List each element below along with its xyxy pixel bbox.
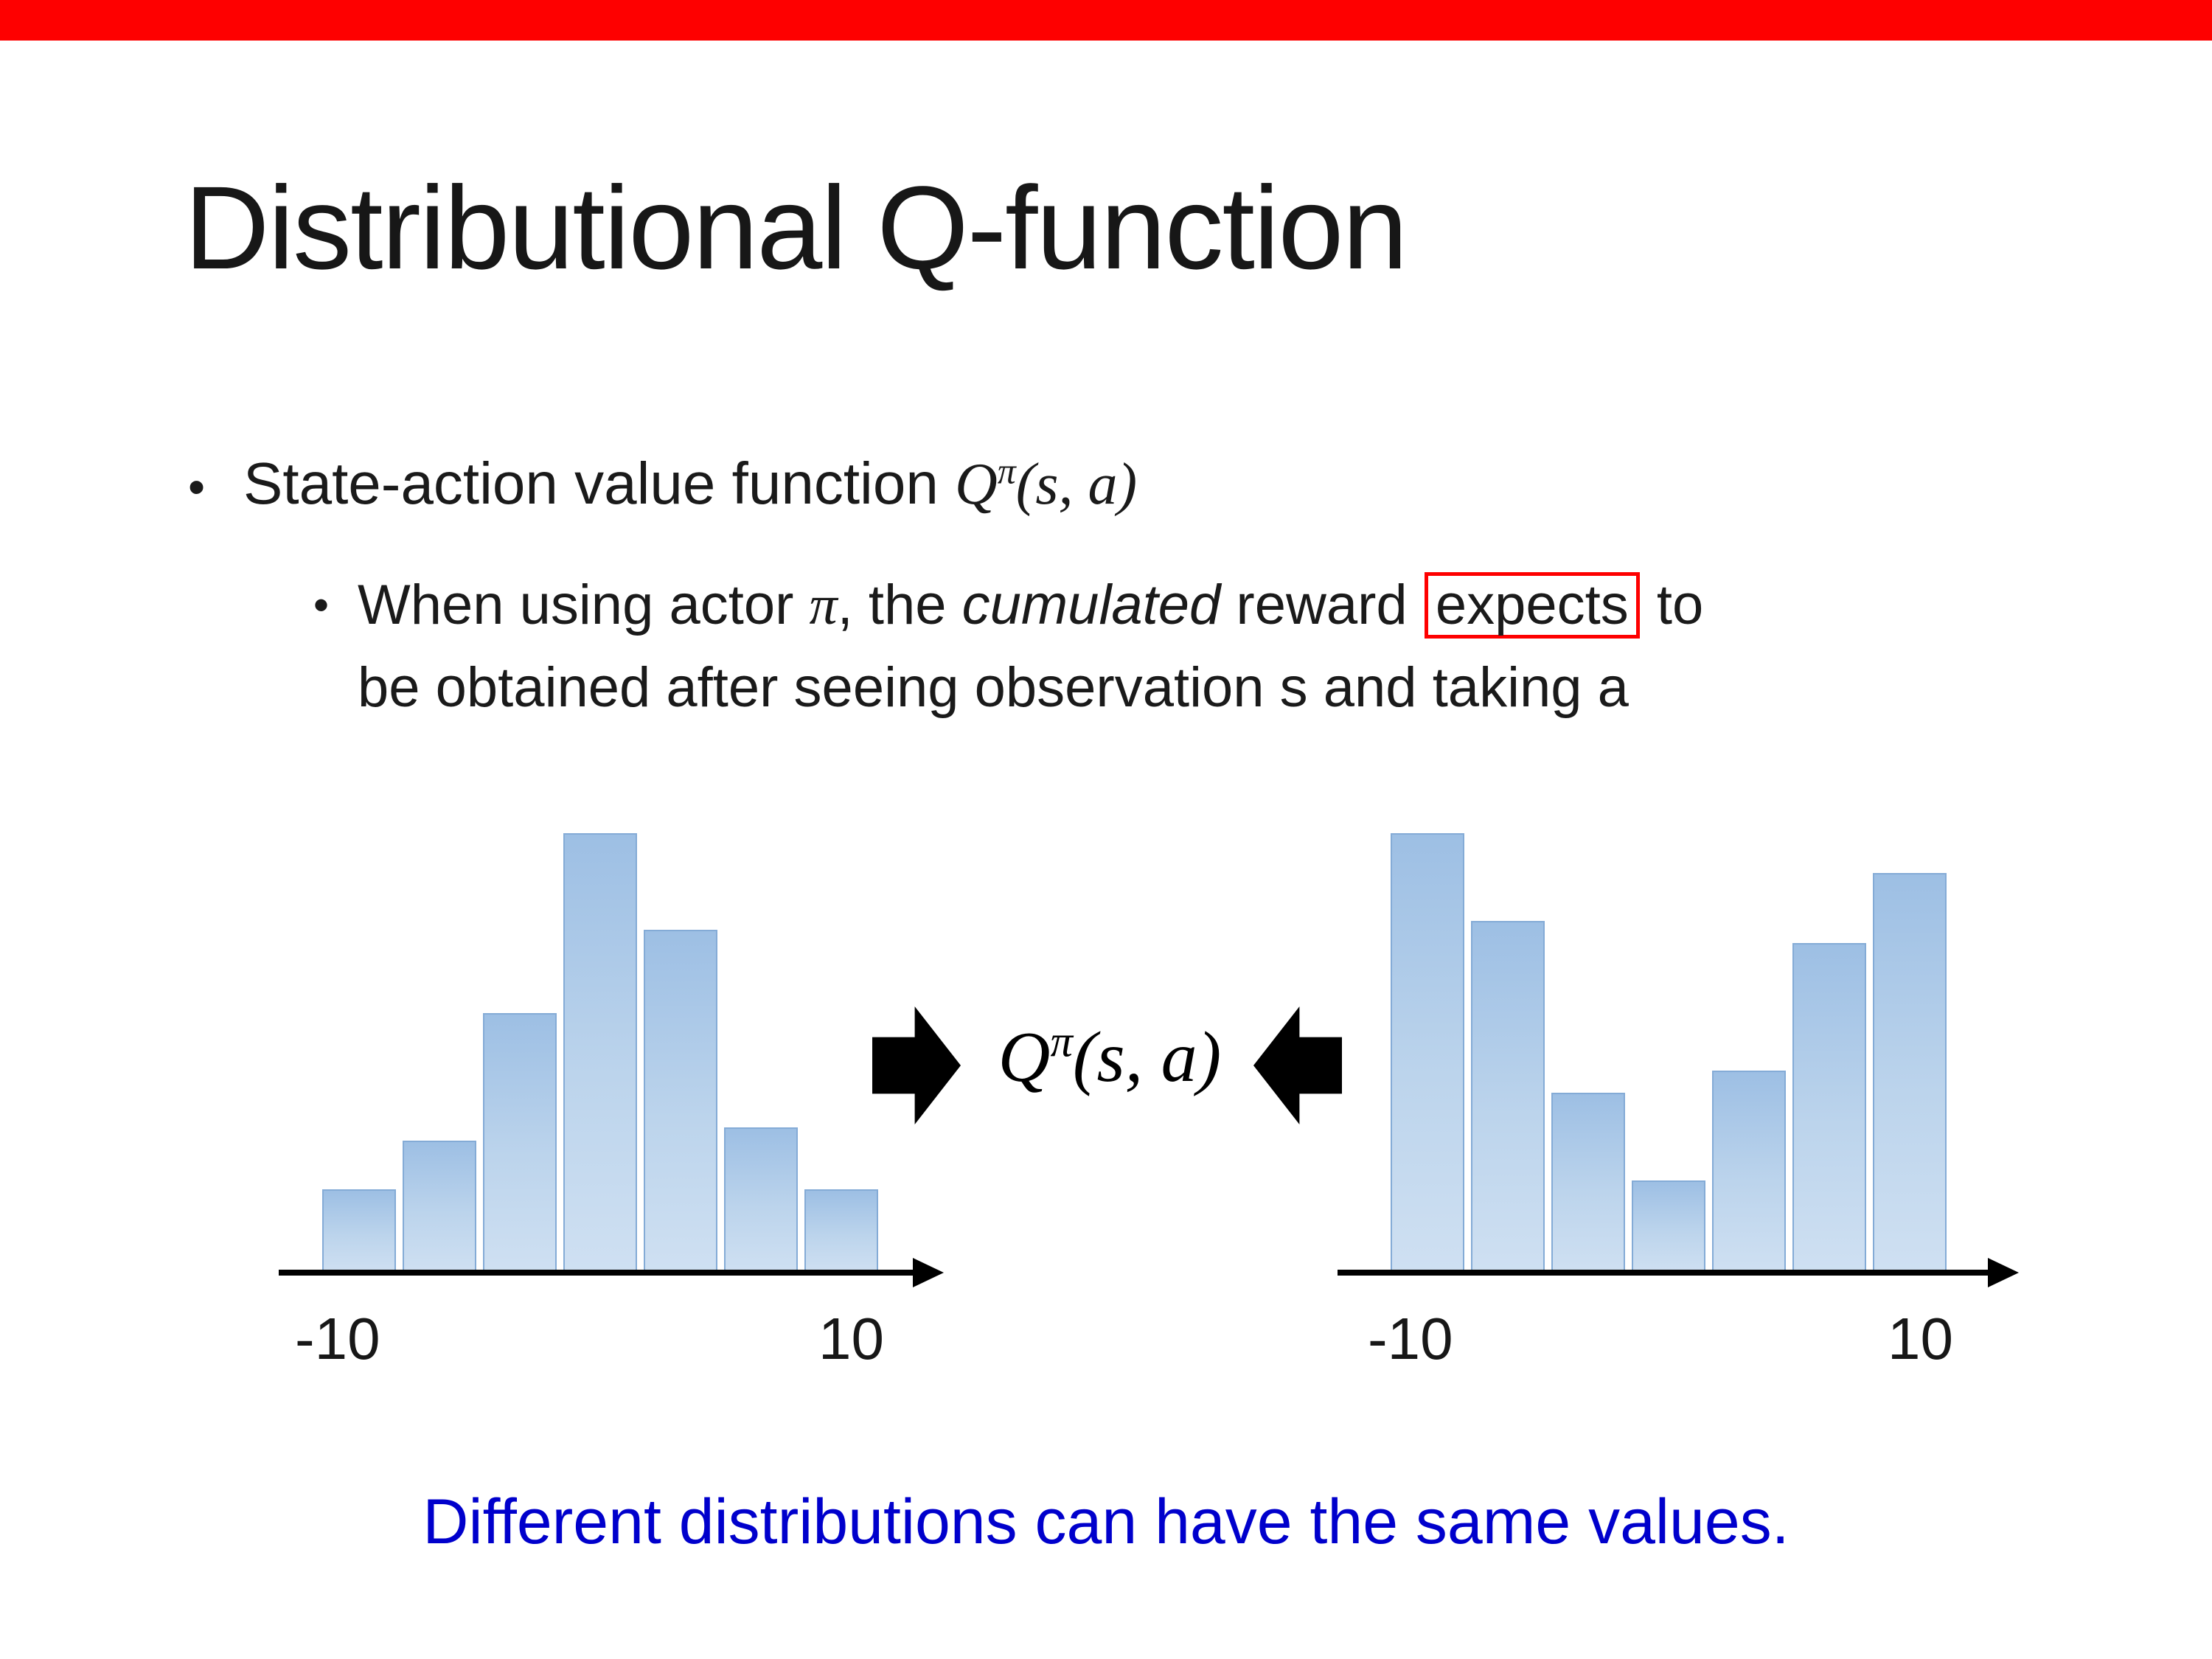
bullet-marker: • bbox=[188, 459, 206, 514]
right-x-axis bbox=[1338, 1270, 1989, 1276]
expects-red-box: expects bbox=[1424, 572, 1640, 639]
histogram-bar bbox=[644, 930, 717, 1273]
histogram-bar bbox=[804, 1189, 878, 1273]
center-q-formula: Qπ(s, a) bbox=[998, 1017, 1222, 1097]
histogram-bar bbox=[1391, 833, 1464, 1273]
sub-bullet-marker: • bbox=[313, 580, 330, 630]
sub-bullet-line2: be obtained after seeing observation s a… bbox=[358, 656, 1629, 719]
right-axis-max-label: 10 bbox=[1888, 1306, 1953, 1371]
sub-bullet-text: When using actor π, the cumulated reward… bbox=[358, 564, 1703, 729]
histogram-bar bbox=[724, 1127, 798, 1273]
bullet-text: State-action value function Qπ(s, a) bbox=[243, 451, 1138, 517]
q-pi-math: Qπ(s, a) bbox=[955, 451, 1138, 517]
histogram-bar bbox=[1471, 921, 1545, 1273]
histogram-bar bbox=[1712, 1071, 1786, 1273]
left-axis-min-label: -10 bbox=[295, 1306, 380, 1371]
left-x-axis bbox=[279, 1270, 914, 1276]
left-x-axis-arrow-icon bbox=[913, 1258, 944, 1287]
bottom-note: Different distributions can have the sam… bbox=[422, 1486, 1790, 1557]
bullet-state-action-value: • State-action value function Qπ(s, a) bbox=[188, 450, 1137, 518]
arrow-right-icon bbox=[872, 1006, 961, 1124]
histogram-bar bbox=[1792, 943, 1866, 1273]
top-red-bar bbox=[0, 0, 2212, 41]
right-axis-min-label: -10 bbox=[1368, 1306, 1453, 1371]
histogram-bar bbox=[483, 1013, 557, 1273]
histogram-bar bbox=[563, 833, 637, 1273]
histogram-bar bbox=[403, 1141, 476, 1273]
histogram-bar bbox=[1551, 1093, 1625, 1273]
arrow-left-icon bbox=[1253, 1006, 1342, 1124]
pi-symbol: π bbox=[809, 574, 838, 636]
sub-bullet-when-using-actor: • When using actor π, the cumulated rewa… bbox=[313, 564, 1703, 729]
histogram-bar bbox=[1873, 873, 1947, 1273]
left-histogram bbox=[322, 830, 878, 1273]
right-x-axis-arrow-icon bbox=[1988, 1258, 2019, 1287]
sub-bullet-line1: When using actor π, the cumulated reward… bbox=[358, 572, 1703, 639]
histogram-bar bbox=[1632, 1180, 1705, 1273]
right-histogram bbox=[1391, 830, 1947, 1273]
left-axis-max-label: 10 bbox=[818, 1306, 884, 1371]
slide-title: Distributional Q-function bbox=[184, 161, 1408, 293]
histogram-bar bbox=[322, 1189, 396, 1273]
cumulated-italic: cumulated bbox=[961, 574, 1221, 636]
